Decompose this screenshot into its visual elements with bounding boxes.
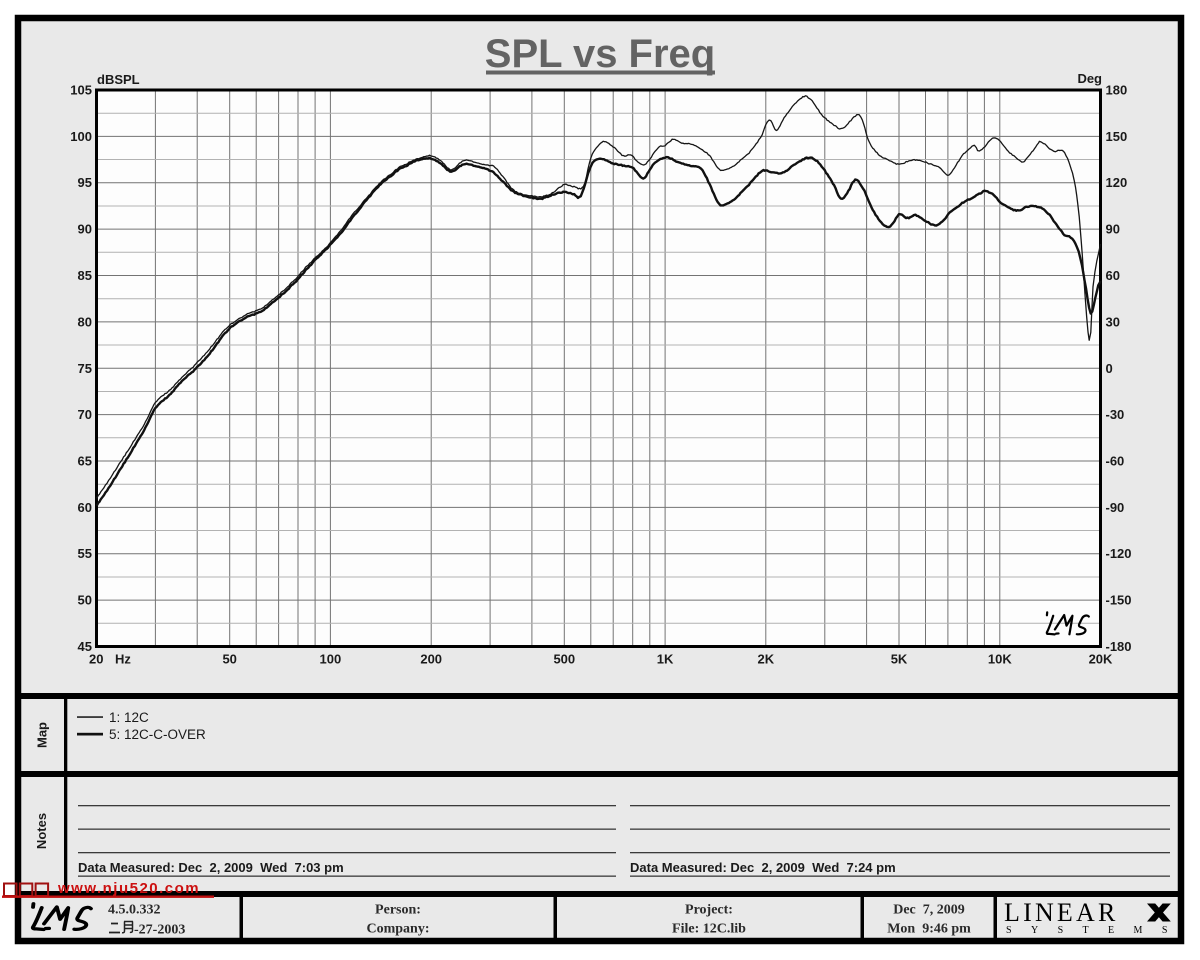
- svg-text:-180: -180: [1106, 639, 1132, 654]
- svg-text:-90: -90: [1106, 500, 1125, 515]
- svg-text:Project:: Project:: [685, 903, 733, 918]
- svg-text:Notes: Notes: [34, 813, 49, 849]
- svg-text:60: 60: [1106, 268, 1120, 283]
- svg-text:Dec 7, 2009: Dec 7, 2009: [893, 903, 965, 918]
- svg-text:Mon 9:46 pm: Mon 9:46 pm: [887, 922, 971, 937]
- svg-text:85: 85: [78, 268, 92, 283]
- svg-text:1K: 1K: [657, 652, 674, 667]
- svg-text:-120: -120: [1106, 546, 1132, 561]
- svg-text:30: 30: [1106, 314, 1120, 329]
- svg-text:20K: 20K: [1089, 652, 1113, 667]
- svg-text:45: 45: [78, 639, 92, 654]
- svg-text:180: 180: [1106, 83, 1128, 98]
- svg-text:-150: -150: [1106, 593, 1132, 608]
- svg-text:100: 100: [70, 129, 92, 144]
- svg-text:Data Measured: Dec 2, 2009 W: Data Measured: Dec 2, 2009 Wed 7:03 pm: [78, 860, 344, 875]
- svg-text:100: 100: [320, 652, 342, 667]
- svg-text:50: 50: [222, 652, 236, 667]
- svg-text:70: 70: [78, 407, 92, 422]
- svg-text:200: 200: [420, 652, 442, 667]
- svg-text:2K: 2K: [757, 652, 774, 667]
- svg-text:Person:: Person:: [375, 903, 421, 918]
- svg-text:Hz: Hz: [115, 652, 131, 667]
- svg-text:500: 500: [553, 652, 575, 667]
- svg-text:-30: -30: [1106, 407, 1125, 422]
- svg-text:60: 60: [78, 500, 92, 515]
- svg-text:0: 0: [1106, 361, 1113, 376]
- svg-text:dBSPL: dBSPL: [97, 72, 140, 87]
- svg-text:-60: -60: [1106, 454, 1125, 469]
- svg-text:5: 12C-C-OVER: 5: 12C-C-OVER: [109, 727, 206, 742]
- svg-text:Deg: Deg: [1077, 71, 1102, 86]
- svg-text:150: 150: [1106, 129, 1128, 144]
- svg-text:Data Measured: Dec 2, 2009 W: Data Measured: Dec 2, 2009 Wed 7:24 pm: [630, 860, 896, 875]
- svg-text:65: 65: [78, 454, 92, 469]
- svg-text:20: 20: [89, 652, 103, 667]
- svg-text:Map: Map: [35, 722, 50, 748]
- svg-text:90: 90: [1106, 222, 1120, 237]
- svg-text:50: 50: [78, 593, 92, 608]
- svg-text:www.nju520.com: www.nju520.com: [57, 880, 200, 897]
- svg-text:105: 105: [70, 83, 92, 98]
- svg-text:95: 95: [78, 175, 92, 190]
- svg-text:5K: 5K: [891, 652, 908, 667]
- svg-text:80: 80: [78, 314, 92, 329]
- svg-text:90: 90: [78, 222, 92, 237]
- svg-text:Company:: Company:: [366, 922, 429, 937]
- svg-text:120: 120: [1106, 175, 1128, 190]
- svg-text:-27-2003: -27-2003: [134, 923, 185, 938]
- svg-text:SPL vs Freq: SPL vs Freq: [485, 32, 715, 76]
- svg-text:75: 75: [78, 361, 92, 376]
- svg-text:55: 55: [78, 546, 92, 561]
- svg-text:4.5.0.332: 4.5.0.332: [108, 903, 161, 918]
- svg-text:LINEAR: LINEAR: [1004, 898, 1119, 927]
- svg-text:File: 12C.lib: File: 12C.lib: [672, 922, 746, 937]
- svg-text:10K: 10K: [988, 652, 1012, 667]
- svg-text:SYSTEMS: SYSTEMS: [1006, 925, 1187, 936]
- svg-text:1: 12C: 1: 12C: [109, 710, 149, 725]
